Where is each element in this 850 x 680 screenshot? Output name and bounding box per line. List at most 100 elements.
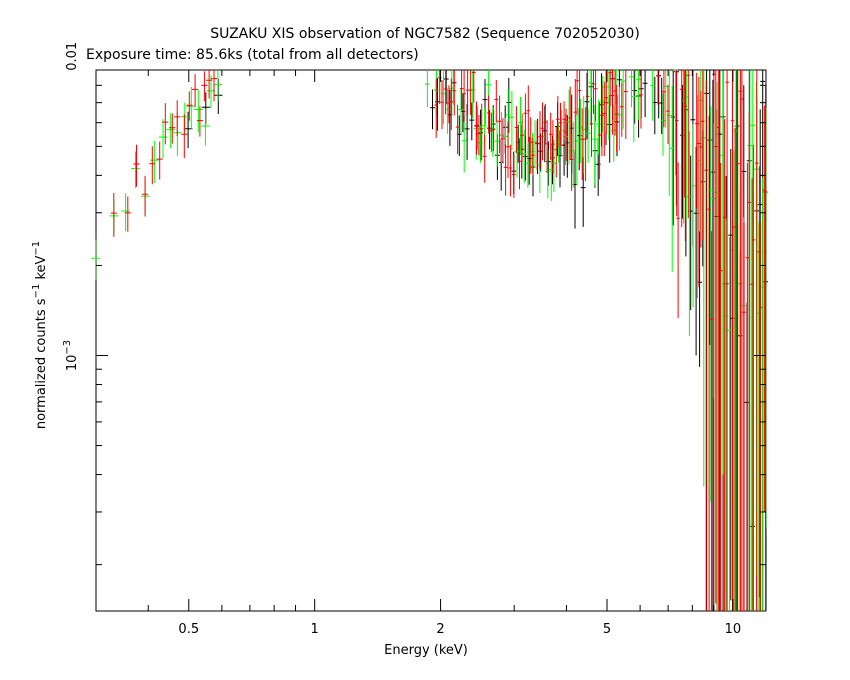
data-point (592, 104, 598, 187)
data-point (169, 113, 176, 144)
data-point (162, 103, 169, 145)
data-point (509, 91, 515, 151)
data-point (472, 70, 476, 103)
data-point (535, 120, 539, 170)
data-point (556, 95, 560, 148)
data-point (121, 193, 130, 232)
x-axis-label: Energy (keV) (384, 643, 468, 658)
data-point (676, 162, 680, 318)
data-point (110, 193, 117, 237)
data-point (434, 78, 440, 131)
x-tick-label: 1 (311, 622, 319, 637)
data-point (580, 157, 586, 227)
data-point (573, 78, 578, 157)
x-tick-label: 10 (725, 622, 742, 637)
data-point (564, 108, 568, 161)
data-point (591, 70, 596, 114)
data-point (679, 70, 684, 228)
plot-frame (95, 69, 767, 612)
data-point (709, 231, 714, 611)
data-point (642, 70, 648, 118)
data-point (545, 149, 551, 199)
data-point (506, 121, 510, 178)
data-point (704, 80, 708, 611)
data-point (540, 102, 545, 161)
data-point (201, 108, 210, 146)
data-point (745, 162, 750, 611)
data-point (462, 70, 466, 122)
data-point (482, 134, 487, 183)
data-point (468, 70, 473, 116)
data-point (542, 105, 548, 163)
data-point (588, 70, 594, 113)
data-point (577, 70, 582, 133)
data-point (620, 82, 624, 137)
data-point (196, 106, 203, 137)
data-point (459, 70, 464, 111)
data-point (662, 70, 666, 128)
data-point (470, 70, 476, 119)
data-point (447, 85, 451, 124)
data-point (210, 70, 218, 102)
data-point (717, 70, 723, 611)
data-point (174, 100, 181, 136)
data-point (506, 78, 512, 133)
data-point (538, 111, 542, 169)
data-point (750, 70, 756, 611)
data-point (192, 74, 199, 107)
data-point (434, 78, 438, 138)
data-point (734, 70, 740, 611)
data-point (131, 151, 140, 188)
data-point (669, 86, 675, 272)
data-point (585, 70, 590, 131)
data-point (569, 134, 574, 191)
data-point (747, 70, 753, 611)
data-point (604, 70, 608, 135)
data-point (142, 175, 149, 216)
data-point (617, 86, 622, 151)
data-point (639, 70, 643, 129)
data-point (514, 129, 520, 178)
data-point (443, 70, 448, 115)
data-point (477, 114, 481, 156)
data-point (458, 88, 464, 135)
data-point (735, 70, 740, 611)
data-point (730, 70, 735, 611)
data-point (465, 70, 470, 116)
data-point (523, 93, 528, 137)
data-point (707, 115, 711, 611)
data-point (758, 222, 763, 611)
data-point (660, 93, 666, 156)
data-point (719, 163, 723, 611)
x-tick-label: 0.5 (178, 622, 199, 637)
data-point (742, 222, 746, 611)
data-point (589, 97, 594, 157)
data-point (566, 89, 572, 165)
data-point (584, 72, 590, 139)
data-point (526, 85, 531, 143)
data-point (624, 70, 628, 139)
data-point (548, 112, 553, 160)
data-point (489, 112, 494, 152)
data-point (597, 102, 602, 180)
data-point (585, 109, 591, 163)
data-point (701, 70, 707, 487)
data-point (575, 70, 579, 116)
data-point (531, 137, 535, 176)
data-point (558, 109, 564, 156)
data-point (206, 70, 213, 99)
data-point (150, 140, 159, 183)
data-point (583, 107, 588, 182)
data-point (690, 124, 696, 308)
data-point (666, 84, 670, 145)
data-point (455, 104, 460, 154)
data-point (596, 99, 601, 155)
data-point (697, 231, 703, 367)
data-point (631, 70, 637, 143)
data-point (674, 70, 679, 217)
data-point (91, 239, 100, 280)
data-point (716, 70, 721, 611)
data-point (449, 78, 454, 131)
data-point (213, 70, 223, 102)
data-point (722, 119, 727, 611)
